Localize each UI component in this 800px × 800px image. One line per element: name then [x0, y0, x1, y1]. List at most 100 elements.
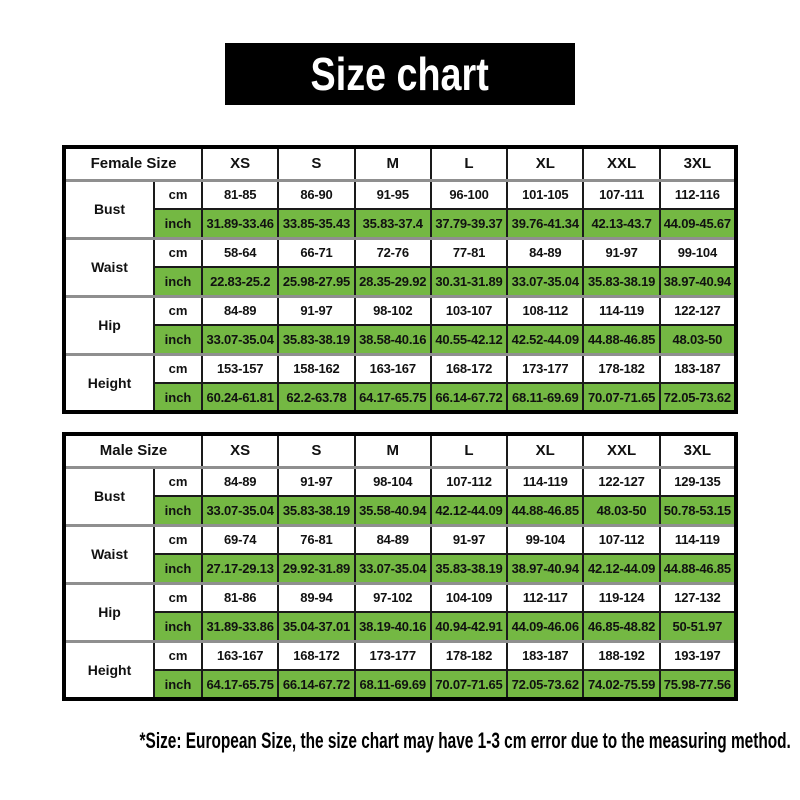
size-column-header-m: M [353, 146, 432, 181]
size-value-cell: 81-85 [201, 178, 280, 210]
unit-label-cm: cm [153, 523, 203, 555]
size-value-cell: 33.07-35.04 [353, 553, 432, 584]
size-value-cell: 72-76 [353, 236, 432, 268]
size-value-cell: 50-51.97 [658, 611, 738, 642]
size-value-cell: 44.09-46.06 [506, 611, 585, 642]
size-value-cell: 66-71 [277, 236, 356, 268]
size-value-cell: 28.35-29.92 [353, 266, 432, 297]
size-value-cell: 183-187 [506, 639, 585, 671]
size-column-header-xs: XS [200, 433, 280, 468]
size-value-cell: 31.89-33.46 [201, 208, 280, 239]
size-value-cell: 33.07-35.04 [200, 495, 280, 526]
size-value-cell: 77-81 [429, 236, 509, 268]
size-value-cell: 42.12-44.09 [582, 553, 661, 584]
size-column-header-l: L [429, 146, 509, 181]
size-value-cell: 96-100 [429, 178, 509, 210]
size-column-header-xxl: XXL [582, 146, 661, 181]
male-waist-inch-row: inch 27.17-29.13 29.92-31.89 33.07-35.04 35.… [64, 553, 738, 584]
male-size-table-container: Male Size XS S M L XL XXL 3XL Bust cm 84-89 91-97 98… [62, 432, 738, 701]
size-value-cell: 91-97 [429, 523, 509, 555]
size-value-cell: 64.17-65.75 [200, 669, 280, 700]
size-value-cell: 98-102 [353, 294, 432, 326]
size-value-cell: 44.09-45.67 [658, 208, 738, 239]
size-column-header-xl: XL [506, 146, 585, 181]
female-waist-cm-row: Waist cm 58-64 66-71 72-76 77-81 84-89 91-97 99-… [63, 236, 738, 297]
size-value-cell: 112-117 [506, 581, 585, 613]
unit-label-cm: cm [153, 465, 203, 497]
size-value-cell: 81-86 [200, 581, 280, 613]
size-value-cell: 86-90 [277, 178, 356, 210]
size-value-cell: 108-112 [506, 294, 585, 326]
size-value-cell: 42.12-44.09 [429, 495, 509, 526]
size-value-cell: 35.83-37.4 [353, 208, 432, 239]
male-waist-cm-row: Waist cm 69-74 76-81 84-89 91-97 99-104 107-112… [63, 523, 738, 584]
size-value-cell: 44.88-46.85 [582, 324, 661, 355]
size-value-cell: 129-135 [658, 465, 738, 497]
size-value-cell: 62.2-63.78 [277, 382, 356, 413]
size-value-cell: 46.85-48.82 [582, 611, 661, 642]
size-value-cell: 35.04-37.01 [277, 611, 356, 642]
unit-label-cm: cm [153, 639, 203, 671]
size-value-cell: 122-127 [658, 294, 738, 326]
female-bust-inch-row: inch 31.89-33.46 33.85-35.43 35.83-37.4 37.7… [64, 208, 738, 239]
size-value-cell: 98-104 [353, 465, 432, 497]
size-value-cell: 84-89 [201, 294, 280, 326]
size-value-cell: 60.24-61.81 [201, 382, 280, 413]
size-value-cell: 74.02-75.59 [582, 669, 661, 700]
size-value-cell: 153-157 [201, 352, 280, 384]
unit-label-cm: cm [152, 236, 204, 268]
size-value-cell: 68.11-69.69 [506, 382, 585, 413]
size-value-cell: 168-172 [277, 639, 356, 671]
size-value-cell: 64.17-65.75 [353, 382, 432, 413]
size-value-cell: 163-167 [353, 352, 432, 384]
page-title: Size chart [310, 48, 490, 100]
male-hip-cm-row: Hip cm 81-86 89-94 97-102 104-109 112-117 119-1… [63, 581, 738, 642]
female-header-row: Female Size XS S M L XL XXL 3XL [62, 146, 738, 181]
size-value-cell: 173-177 [353, 639, 432, 671]
size-value-cell: 89-94 [277, 581, 356, 613]
size-value-cell: 158-162 [277, 352, 356, 384]
female-size-table: Female Size XS S M L XL XXL 3XL Bust cm 81-85 86-90… [62, 145, 738, 414]
size-value-cell: 122-127 [582, 465, 661, 497]
size-value-cell: 84-89 [506, 236, 585, 268]
size-value-cell: 91-97 [582, 236, 661, 268]
unit-label-inch: inch [153, 669, 203, 700]
size-value-cell: 66.14-67.72 [277, 669, 356, 700]
measurement-label-bust: Bust [63, 178, 155, 239]
size-value-cell: 107-111 [582, 178, 661, 210]
size-column-header-m: M [353, 433, 432, 468]
size-value-cell: 35.83-38.19 [277, 324, 356, 355]
size-value-cell: 107-112 [429, 465, 509, 497]
size-value-cell: 70.07-71.65 [429, 669, 509, 700]
size-value-cell: 107-112 [582, 523, 661, 555]
male-bust-cm-row: Bust cm 84-89 91-97 98-104 107-112 114-119 122-… [63, 465, 738, 526]
size-value-cell: 58-64 [201, 236, 280, 268]
size-value-cell: 69-74 [200, 523, 280, 555]
measurement-label-hip: Hip [63, 581, 155, 642]
size-value-cell: 112-116 [658, 178, 738, 210]
size-value-cell: 35.83-38.19 [277, 495, 356, 526]
size-footnote: *Size: European Size, the size chart may… [0, 728, 800, 754]
size-column-header-xxl: XXL [582, 433, 661, 468]
size-column-header-3xl: 3XL [658, 433, 738, 468]
size-value-cell: 163-167 [200, 639, 280, 671]
size-value-cell: 114-119 [506, 465, 585, 497]
measurement-label-bust: Bust [63, 465, 155, 526]
size-value-cell: 119-124 [582, 581, 661, 613]
size-value-cell: 44.88-46.85 [506, 495, 585, 526]
unit-label-inch: inch [152, 382, 204, 413]
size-value-cell: 97-102 [353, 581, 432, 613]
size-value-cell: 76-81 [277, 523, 356, 555]
size-value-cell: 27.17-29.13 [200, 553, 280, 584]
size-value-cell: 104-109 [429, 581, 509, 613]
unit-label-inch: inch [153, 553, 203, 584]
size-value-cell: 99-104 [506, 523, 585, 555]
size-value-cell: 168-172 [429, 352, 509, 384]
size-value-cell: 127-132 [658, 581, 738, 613]
size-value-cell: 35.83-38.19 [582, 266, 661, 297]
size-value-cell: 38.97-40.94 [506, 553, 585, 584]
size-column-header-xl: XL [506, 433, 585, 468]
male-hip-inch-row: inch 31.89-33.86 35.04-37.01 38.19-40.16 40.… [64, 611, 738, 642]
female-waist-inch-row: inch 22.83-25.2 25.98-27.95 28.35-29.92 30.3… [64, 266, 738, 297]
